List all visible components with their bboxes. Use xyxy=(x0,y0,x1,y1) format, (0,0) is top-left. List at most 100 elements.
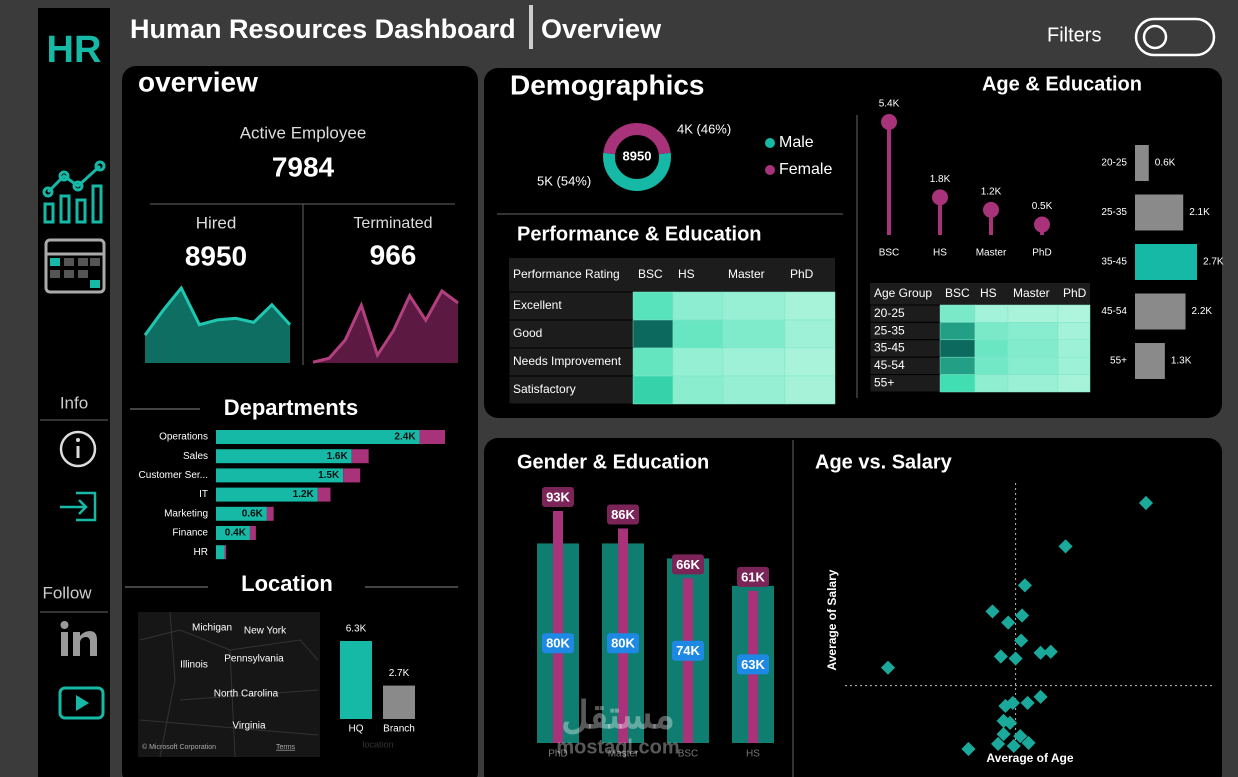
bar xyxy=(216,430,420,444)
scatter-point[interactable] xyxy=(880,660,896,675)
row-label: 55+ xyxy=(874,375,894,389)
scatter-point[interactable] xyxy=(1017,578,1032,593)
scatter-point[interactable] xyxy=(985,604,1000,619)
category-label: Finance xyxy=(172,528,208,539)
bar xyxy=(351,449,369,464)
value-label: 1.3K xyxy=(1171,356,1192,367)
category-label: IT xyxy=(199,489,208,500)
label-box xyxy=(737,654,769,675)
category-label: 55+ xyxy=(1110,356,1127,367)
heatmap-cell xyxy=(974,356,1009,375)
bar xyxy=(216,526,250,540)
value-label: 6.3K xyxy=(346,624,367,635)
overview-panel xyxy=(122,66,478,777)
row-label: 45-54 xyxy=(874,358,905,372)
scatter-point[interactable] xyxy=(1138,495,1154,511)
value-label: 2.4K xyxy=(394,432,416,443)
label-box xyxy=(607,504,639,525)
info-icon[interactable] xyxy=(59,430,97,468)
watermark: مستقل xyxy=(561,695,675,737)
map-terms[interactable]: Terms xyxy=(276,744,296,751)
donut-label: 5K (54%) xyxy=(537,173,591,188)
row-bg xyxy=(508,319,634,349)
column-header: BSC xyxy=(945,286,970,300)
heatmap-cell xyxy=(1057,374,1091,393)
dashboard-icon[interactable] xyxy=(42,160,106,224)
terminated-label: Terminated xyxy=(353,215,432,232)
label-box xyxy=(542,487,574,507)
sign-in-icon[interactable] xyxy=(60,491,97,522)
scatter-point[interactable] xyxy=(996,727,1011,742)
bar[interactable] xyxy=(553,511,563,743)
hired-value: 8950 xyxy=(185,240,247,271)
heatmap-cell xyxy=(722,291,786,321)
heatmap-cell xyxy=(632,347,674,377)
bar[interactable] xyxy=(1135,343,1165,379)
bar[interactable] xyxy=(1135,293,1186,330)
bar[interactable] xyxy=(1135,244,1197,280)
scatter-point[interactable] xyxy=(993,649,1008,664)
bar[interactable] xyxy=(1135,194,1184,231)
scatter-point[interactable] xyxy=(1001,615,1016,630)
table-header xyxy=(509,258,835,292)
x-axis-title: Average of Age xyxy=(986,751,1073,765)
scatter-point[interactable] xyxy=(1033,689,1048,704)
column-header: HS xyxy=(980,286,997,300)
value-label: 0.4K xyxy=(225,528,247,539)
row-label: 20-25 xyxy=(874,306,905,320)
filters-toggle[interactable] xyxy=(1134,17,1216,57)
category-label: HS xyxy=(746,749,760,760)
value-label: 0.5K xyxy=(1032,201,1053,212)
legend-marker xyxy=(765,138,775,148)
bar xyxy=(249,526,256,540)
linkedin-icon[interactable] xyxy=(60,621,98,656)
age-education-title: Age & Education xyxy=(982,73,1142,95)
donut-slice[interactable] xyxy=(603,152,671,191)
scatter-point[interactable] xyxy=(1020,695,1035,710)
value-label: 1.6K xyxy=(327,451,349,462)
column-header: Performance Rating xyxy=(513,267,620,281)
heatmap-cell xyxy=(784,291,836,321)
scatter-point[interactable] xyxy=(1014,633,1029,648)
heatmap-cell xyxy=(939,339,976,358)
value-label: 1.2K xyxy=(981,187,1002,198)
scatter-point[interactable] xyxy=(1033,645,1048,660)
heatmap-cell xyxy=(672,375,724,405)
scatter-point[interactable] xyxy=(1013,729,1028,744)
heatmap-cell xyxy=(974,322,1009,341)
scatter-point[interactable] xyxy=(1021,735,1036,750)
category-label: 20-25 xyxy=(1101,158,1127,169)
map-attribution: © Microsoft Corporation xyxy=(142,743,216,751)
heatmap-cell xyxy=(672,347,724,377)
scatter-point[interactable] xyxy=(998,698,1013,714)
scatter-point[interactable] xyxy=(961,741,976,757)
scatter-point[interactable] xyxy=(1008,651,1023,666)
category-label: BSC xyxy=(678,749,699,760)
legend-label[interactable]: Female xyxy=(779,161,832,178)
bar xyxy=(383,685,415,719)
category-label: Branch xyxy=(383,724,415,735)
age-salary-title: Age vs. Salary xyxy=(815,451,953,473)
scatter-point[interactable] xyxy=(1058,539,1073,554)
filters-label: Filters xyxy=(1047,24,1101,46)
scatter-point[interactable] xyxy=(1006,738,1021,754)
logo: HR xyxy=(47,29,102,71)
value-label: 93K xyxy=(546,489,570,504)
category-label: Operations xyxy=(159,432,208,443)
value-label: 61K xyxy=(741,569,765,584)
legend-label[interactable]: Male xyxy=(779,134,814,151)
title-separator xyxy=(529,5,533,49)
youtube-icon[interactable] xyxy=(58,686,105,720)
row-label: 35-45 xyxy=(874,341,905,355)
row-label: 25-35 xyxy=(874,323,905,337)
scatter-point[interactable] xyxy=(1002,715,1018,730)
scatter-point[interactable] xyxy=(990,736,1006,751)
column-header: BSC xyxy=(638,267,663,281)
scatter-point[interactable] xyxy=(1043,644,1058,659)
category-label: Marketing xyxy=(164,508,208,519)
gender-education-title: Gender & Education xyxy=(517,451,709,473)
calendar-icon[interactable] xyxy=(44,238,106,294)
donut-slice[interactable] xyxy=(603,123,671,155)
bar[interactable] xyxy=(1135,145,1149,181)
